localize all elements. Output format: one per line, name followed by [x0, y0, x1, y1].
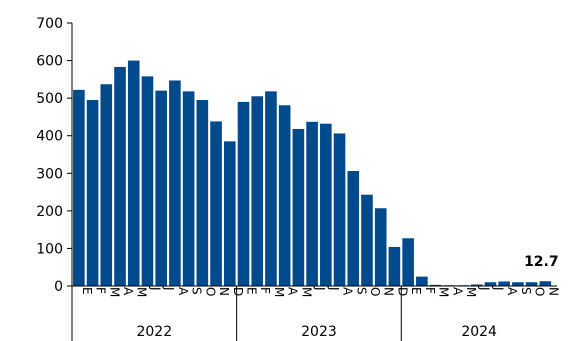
month-tick-label: O — [368, 287, 382, 296]
bar — [374, 208, 387, 286]
bar — [292, 128, 305, 286]
month-tick-label: M — [437, 287, 451, 297]
bars — [73, 60, 552, 287]
month-tick-label: M — [135, 287, 149, 297]
bar — [484, 282, 497, 286]
bar — [278, 105, 291, 286]
month-tick-label: D — [395, 287, 409, 296]
bar — [402, 238, 414, 286]
month-tick-label: A — [286, 287, 300, 296]
month-tick-label: M — [299, 287, 313, 297]
y-tick-label: 500 — [36, 91, 63, 107]
month-tick-label: F — [258, 287, 272, 294]
bar — [127, 60, 140, 286]
bar — [333, 133, 346, 286]
bar — [169, 80, 181, 286]
bar — [223, 141, 236, 286]
y-tick-label: 200 — [36, 204, 63, 220]
month-tick-label: N — [382, 287, 396, 296]
month-tick-label: S — [354, 287, 368, 295]
month-tick-label: A — [121, 287, 135, 296]
y-tick-label: 300 — [36, 166, 63, 182]
bar — [196, 100, 209, 287]
month-tick-label: S — [190, 287, 204, 295]
y-axis: 0 100 200 300 400 500 600 700 — [36, 16, 73, 295]
month-tick-label: O — [203, 287, 217, 296]
bar — [361, 194, 373, 286]
bar — [429, 284, 442, 286]
bar — [73, 89, 85, 286]
month-tick-label: A — [450, 287, 464, 296]
month-tick-label: J — [327, 286, 341, 291]
month-tick-label: F — [94, 287, 108, 294]
bar — [182, 91, 195, 286]
bar — [512, 282, 524, 286]
bar — [347, 171, 360, 286]
y-tick-label: 100 — [36, 241, 63, 257]
month-tick-label: O — [533, 287, 547, 296]
month-tick-label: M — [464, 287, 478, 297]
month-tick-label: A — [341, 287, 355, 296]
bar — [251, 96, 264, 286]
bar — [265, 91, 277, 286]
month-tick-label: M — [107, 287, 121, 297]
bar — [539, 281, 552, 286]
bar — [86, 100, 99, 287]
bar — [388, 246, 401, 286]
bar — [470, 284, 483, 286]
year-label: 2024 — [461, 324, 497, 340]
month-tick-label: J — [313, 286, 327, 291]
month-tick-label: N — [217, 287, 231, 296]
bar — [525, 282, 538, 286]
month-tick-label: E — [409, 287, 423, 295]
month-tick-label: A — [176, 287, 190, 296]
month-tick-label: E — [80, 287, 94, 295]
month-tick-label: D — [231, 287, 245, 296]
year-label: 2023 — [301, 324, 337, 340]
month-tick-label: F — [423, 287, 437, 294]
y-tick-label: 400 — [36, 129, 63, 145]
month-tick-label: N — [546, 287, 560, 296]
y-tick-label: 0 — [54, 279, 63, 295]
month-tick-label: A — [505, 287, 519, 296]
bar — [306, 121, 318, 286]
month-tick-label: J — [162, 286, 176, 291]
bar — [141, 76, 154, 286]
month-tick-label: E — [245, 287, 259, 295]
y-tick-label: 600 — [36, 54, 63, 70]
bar — [155, 90, 167, 286]
y-tick-label: 700 — [36, 16, 63, 32]
month-tick-label: S — [519, 287, 533, 295]
bar — [416, 276, 428, 286]
month-tick-label: J — [148, 286, 162, 291]
last-value-label: 12.7 — [524, 254, 559, 270]
bar — [498, 281, 510, 286]
month-tick-label: M — [272, 287, 286, 297]
bar — [210, 121, 222, 286]
bar — [237, 101, 250, 287]
bar — [320, 123, 332, 286]
month-tick-label: J — [478, 286, 492, 291]
bar — [100, 84, 113, 287]
month-tick-label: J — [491, 286, 505, 291]
bar — [114, 66, 126, 287]
year-label: 2022 — [136, 324, 172, 340]
